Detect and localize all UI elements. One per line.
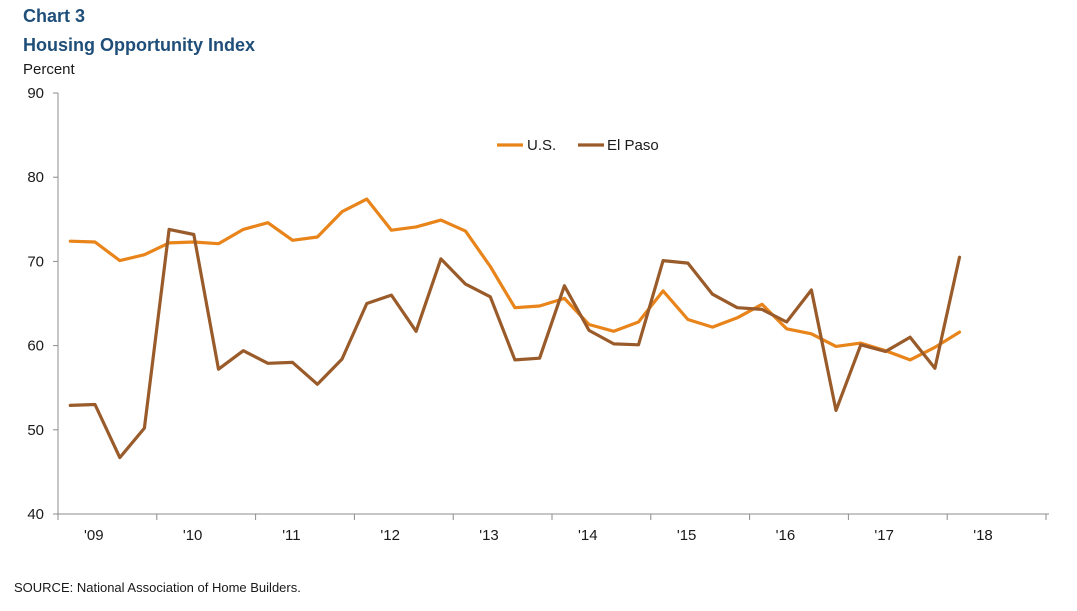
x-tick-label: '14	[578, 527, 598, 544]
chart-number: Chart 3	[23, 6, 86, 26]
chart-title: Housing Opportunity Index	[23, 35, 255, 55]
x-tick-label: '12	[380, 527, 400, 544]
x-tick-label: '11	[282, 527, 300, 544]
x-tick-label: '18	[973, 527, 993, 544]
series-line-el-paso	[68, 227, 962, 460]
x-tick-label: '17	[874, 527, 894, 544]
y-tick-label: 40	[27, 506, 44, 523]
legend-label-us: U.S.	[527, 137, 556, 154]
x-tick-label: '16	[776, 527, 796, 544]
x-tick-label: '10	[183, 527, 203, 544]
y-tick-label: 60	[27, 338, 44, 355]
y-tick-label: 80	[27, 169, 44, 186]
x-tick-label: '13	[479, 527, 499, 544]
y-tick-label: 90	[27, 85, 44, 102]
series-line-us	[68, 197, 962, 362]
legend-label-el-paso: El Paso	[607, 137, 659, 154]
x-tick-label: '15	[677, 527, 697, 544]
source-note: SOURCE: National Association of Home Bui…	[14, 580, 301, 595]
y-tick-label: 70	[27, 253, 44, 270]
y-tick-label: 50	[27, 422, 44, 439]
y-axis-unit-label: Percent	[23, 61, 75, 78]
x-tick-label: '09	[84, 527, 104, 544]
